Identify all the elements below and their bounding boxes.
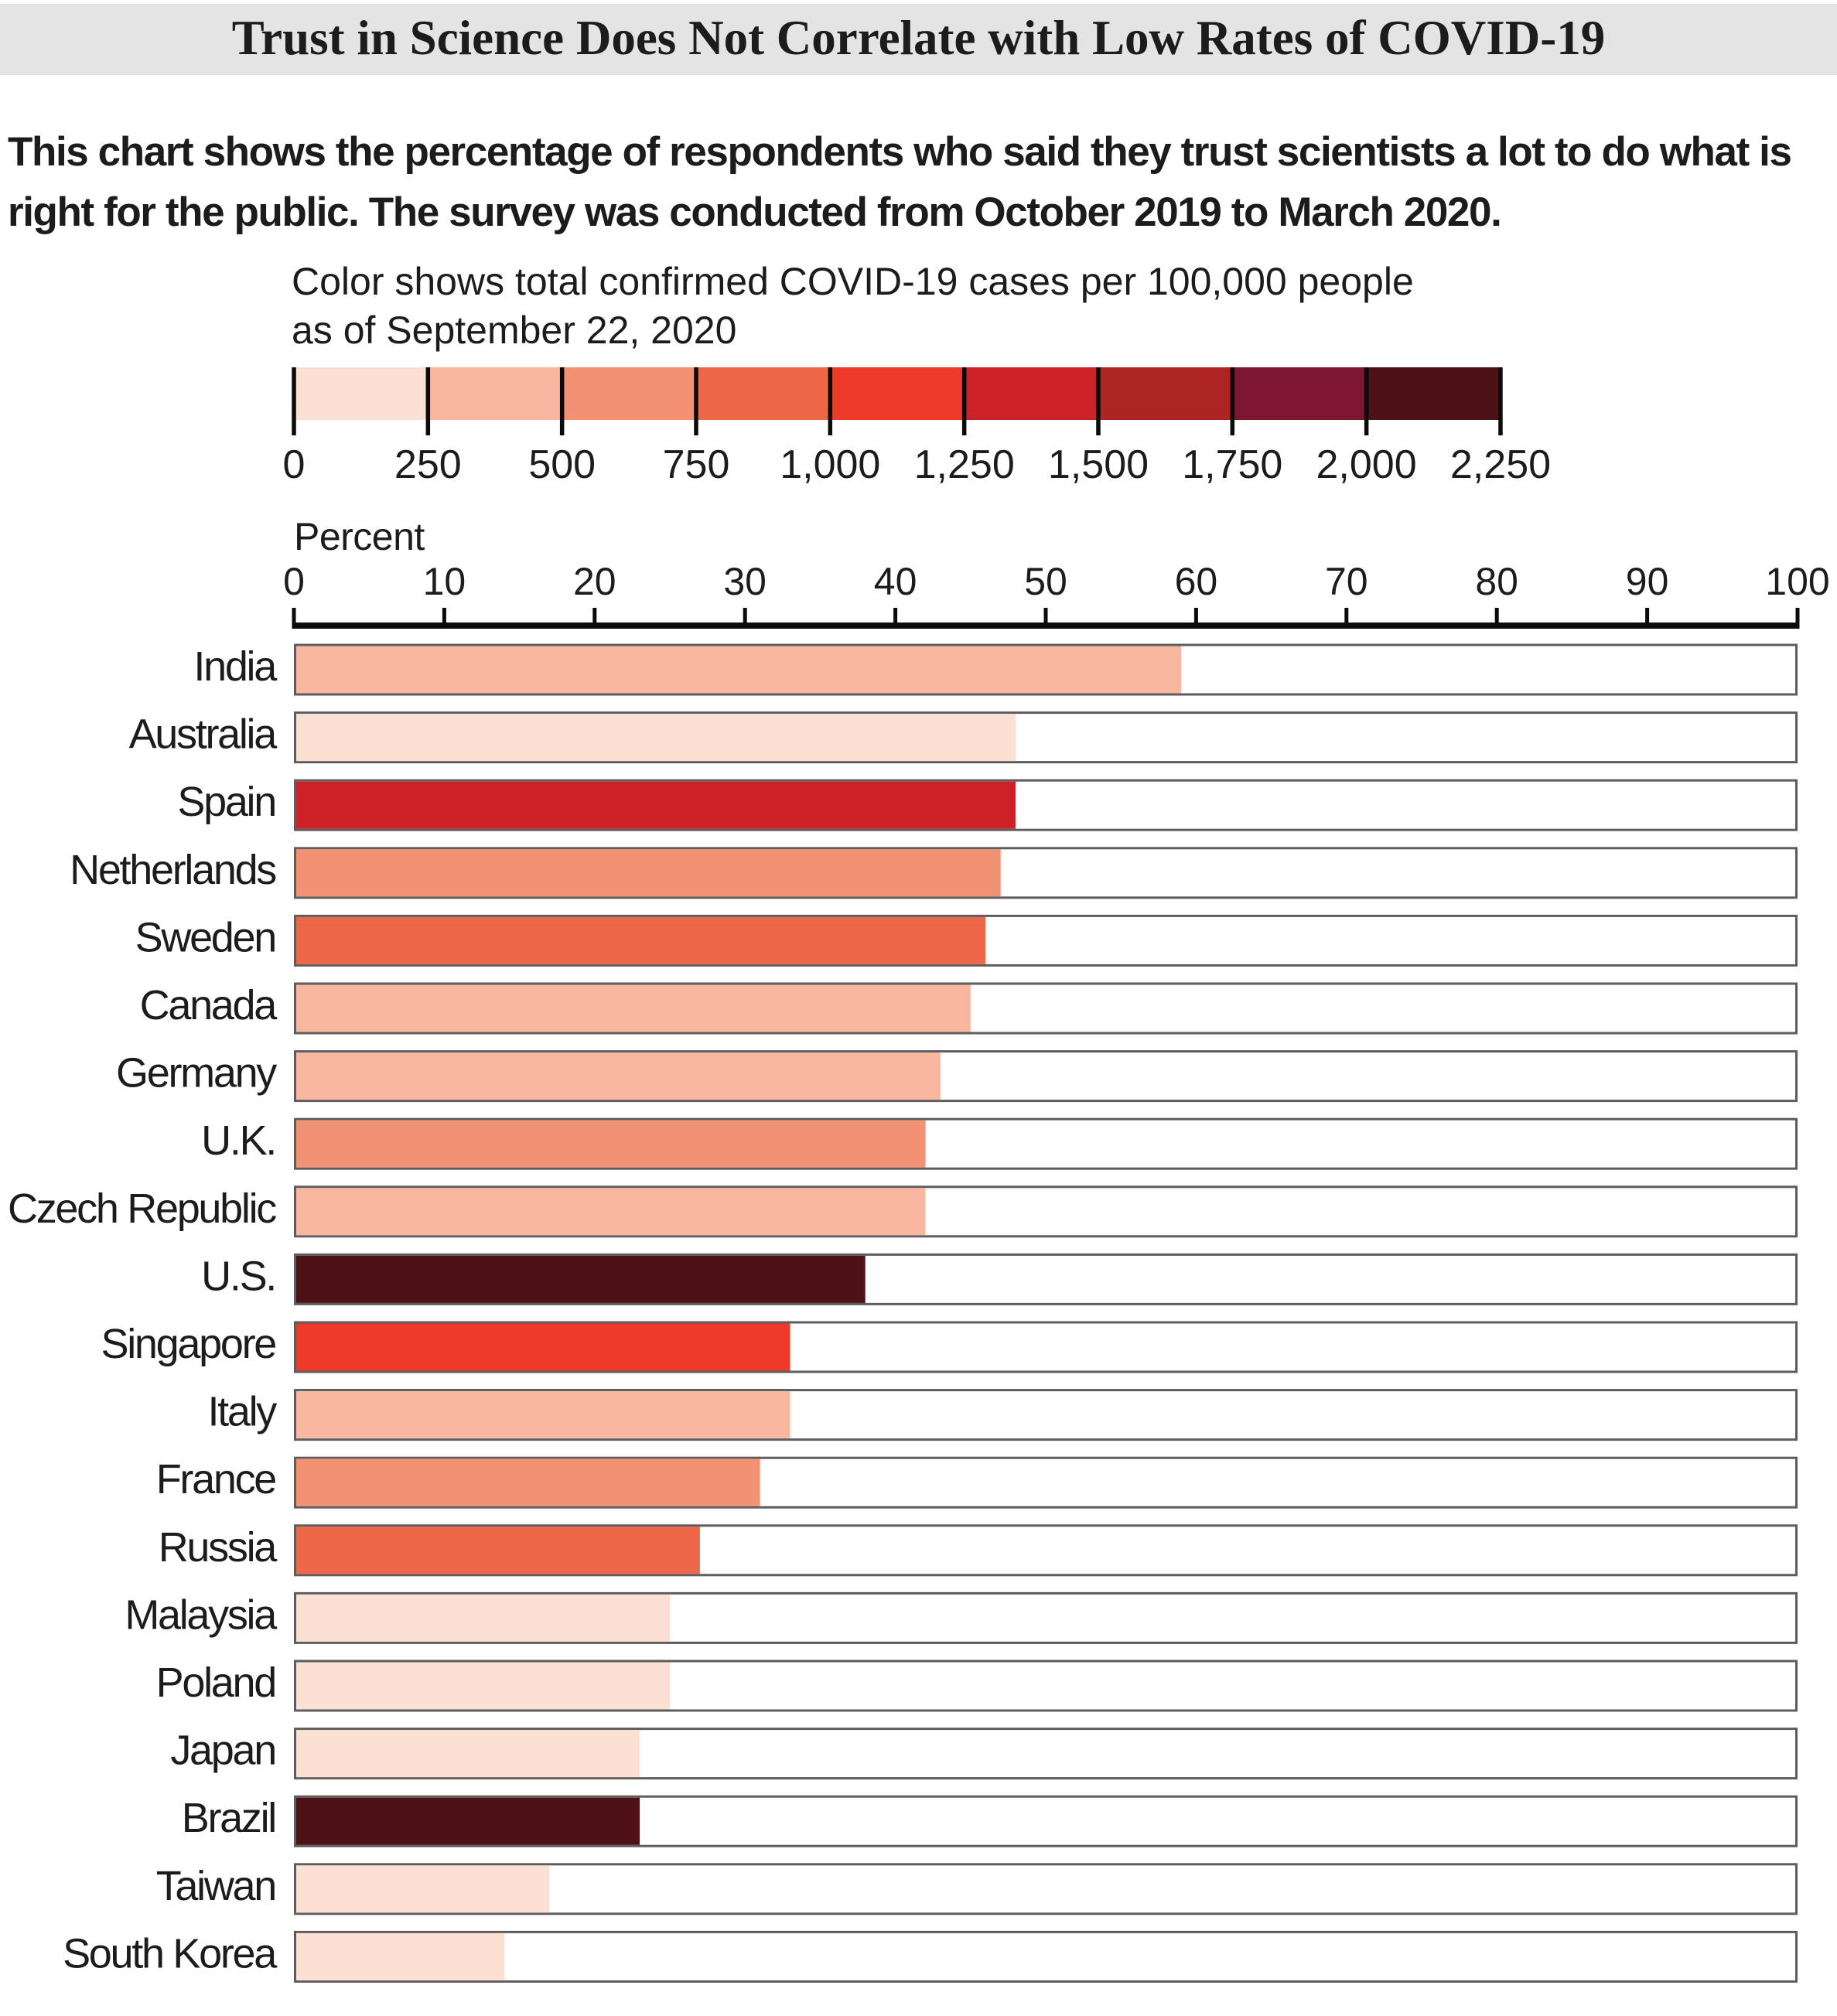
svg-text:right for the public. The surv: right for the public. The survey was con…	[8, 189, 1501, 235]
svg-text:1,000: 1,000	[780, 442, 880, 487]
svg-text:Russia: Russia	[159, 1524, 278, 1571]
svg-text:Sweden: Sweden	[135, 914, 275, 960]
svg-text:500: 500	[528, 442, 596, 487]
svg-text:90: 90	[1626, 560, 1669, 603]
svg-text:80: 80	[1475, 560, 1518, 603]
svg-text:France: France	[156, 1456, 276, 1503]
svg-text:Italy: Italy	[207, 1389, 277, 1435]
svg-text:10: 10	[423, 560, 466, 603]
svg-text:Taiwan: Taiwan	[156, 1863, 275, 1909]
svg-text:70: 70	[1325, 560, 1368, 603]
svg-text:1,500: 1,500	[1048, 442, 1149, 487]
svg-text:40: 40	[874, 560, 917, 603]
svg-text:2,250: 2,250	[1450, 442, 1551, 487]
svg-text:Trust in Science Does Not Corr: Trust in Science Does Not Correlate with…	[232, 11, 1605, 65]
svg-text:Percent: Percent	[294, 515, 425, 558]
svg-text:U.K.: U.K.	[201, 1117, 275, 1164]
svg-text:0: 0	[283, 442, 306, 487]
svg-text:Australia: Australia	[129, 711, 278, 758]
svg-text:50: 50	[1024, 560, 1067, 603]
svg-text:Brazil: Brazil	[182, 1795, 275, 1841]
svg-text:This chart shows the percentag: This chart shows the percentage of respo…	[8, 129, 1791, 175]
svg-text:Color shows total confirmed CO: Color shows total confirmed COVID-19 cas…	[292, 260, 1414, 303]
svg-text:India: India	[193, 643, 278, 690]
svg-text:100: 100	[1765, 560, 1829, 603]
svg-text:Czech Republic: Czech Republic	[8, 1185, 276, 1232]
svg-text:Netherlands: Netherlands	[70, 847, 276, 893]
svg-text:Canada: Canada	[140, 982, 278, 1028]
svg-text:1,750: 1,750	[1182, 442, 1282, 487]
svg-text:30: 30	[723, 560, 767, 603]
svg-text:Japan: Japan	[170, 1728, 275, 1774]
svg-text:0: 0	[283, 560, 305, 603]
svg-text:Germany: Germany	[116, 1050, 277, 1097]
svg-text:U.S.: U.S.	[201, 1253, 275, 1299]
svg-text:250: 250	[394, 442, 462, 487]
svg-text:60: 60	[1175, 560, 1218, 603]
svg-text:South Korea: South Korea	[63, 1930, 278, 1977]
svg-text:Singapore: Singapore	[101, 1321, 276, 1367]
svg-text:2,000: 2,000	[1316, 442, 1417, 487]
svg-text:750: 750	[663, 442, 730, 487]
svg-text:Poland: Poland	[156, 1660, 275, 1706]
svg-text:as of September 22, 2020: as of September 22, 2020	[292, 309, 736, 352]
svg-text:20: 20	[573, 560, 616, 603]
svg-text:Malaysia: Malaysia	[125, 1591, 278, 1638]
svg-text:Spain: Spain	[177, 779, 275, 825]
svg-text:1,250: 1,250	[914, 442, 1015, 487]
